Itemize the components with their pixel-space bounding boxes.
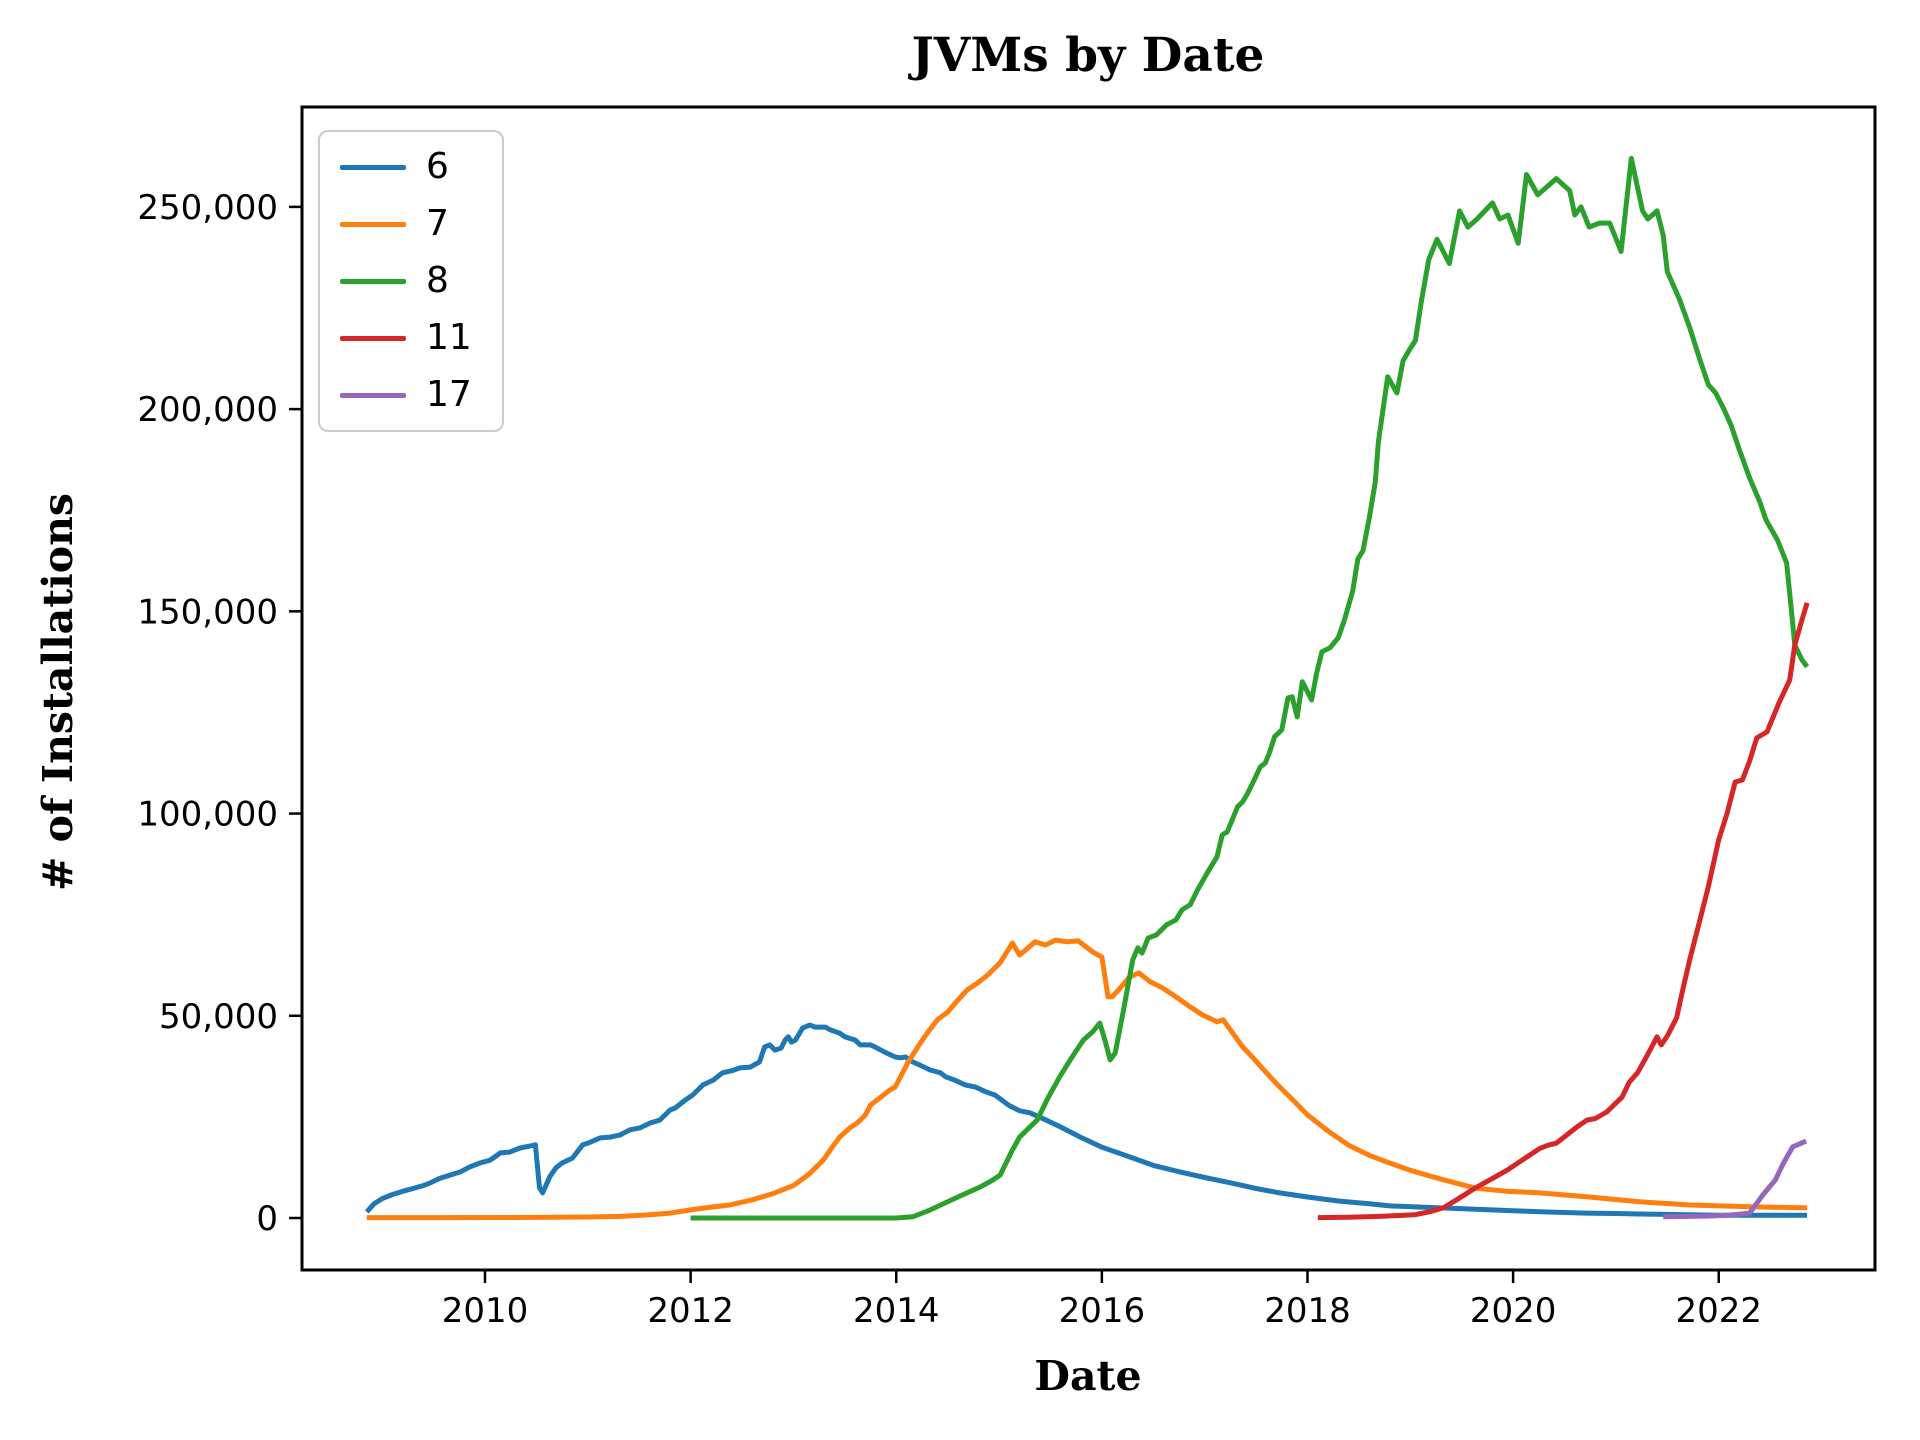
- chart-title: JVMs by Date: [911, 28, 1265, 83]
- x-tick-label: 2010: [442, 1291, 529, 1331]
- series-line-8: [690, 155, 1810, 1221]
- legend-label: 11: [426, 317, 472, 358]
- x-tick-label: 2018: [1264, 1291, 1351, 1331]
- x-tick-label: 2022: [1675, 1291, 1762, 1331]
- legend-label: 6: [426, 146, 449, 187]
- series-line-7: [366, 937, 1808, 1221]
- legend: 6 7 8 11 17: [318, 130, 504, 432]
- y-tick-label: 250,000: [137, 188, 278, 228]
- y-tick-label: 150,000: [137, 592, 278, 632]
- x-tick-label: 2020: [1470, 1291, 1557, 1331]
- series-line-17: [1663, 1138, 1808, 1220]
- y-tick-label: 0: [256, 1199, 278, 1239]
- legend-item: 17: [340, 377, 472, 413]
- x-tick-label: 2016: [1059, 1291, 1146, 1331]
- x-tick-label: 2012: [647, 1291, 734, 1331]
- legend-item: 11: [340, 320, 472, 356]
- y-tick-label: 200,000: [137, 390, 278, 430]
- legend-item: 6: [340, 149, 472, 185]
- legend-swatch-11: [340, 335, 406, 341]
- series-line-11: [1317, 602, 1810, 1221]
- series-line-6: [364, 1022, 1808, 1218]
- legend-swatch-17: [340, 392, 406, 398]
- x-tick-label: 2014: [853, 1291, 940, 1331]
- legend-label: 7: [426, 203, 449, 244]
- legend-label: 8: [426, 260, 449, 301]
- legend-swatch-8: [340, 278, 406, 284]
- legend-item: 8: [340, 263, 472, 299]
- legend-item: 7: [340, 206, 472, 242]
- y-tick-label: 50,000: [159, 997, 278, 1037]
- legend-label: 17: [426, 374, 472, 415]
- x-axis-label: Date: [1034, 1352, 1142, 1400]
- y-axis-label: # of Installations: [34, 493, 82, 891]
- legend-swatch-6: [340, 164, 406, 170]
- axes-spines: [300, 105, 1877, 1272]
- y-tick-label: 100,000: [137, 795, 278, 835]
- legend-swatch-7: [340, 221, 406, 227]
